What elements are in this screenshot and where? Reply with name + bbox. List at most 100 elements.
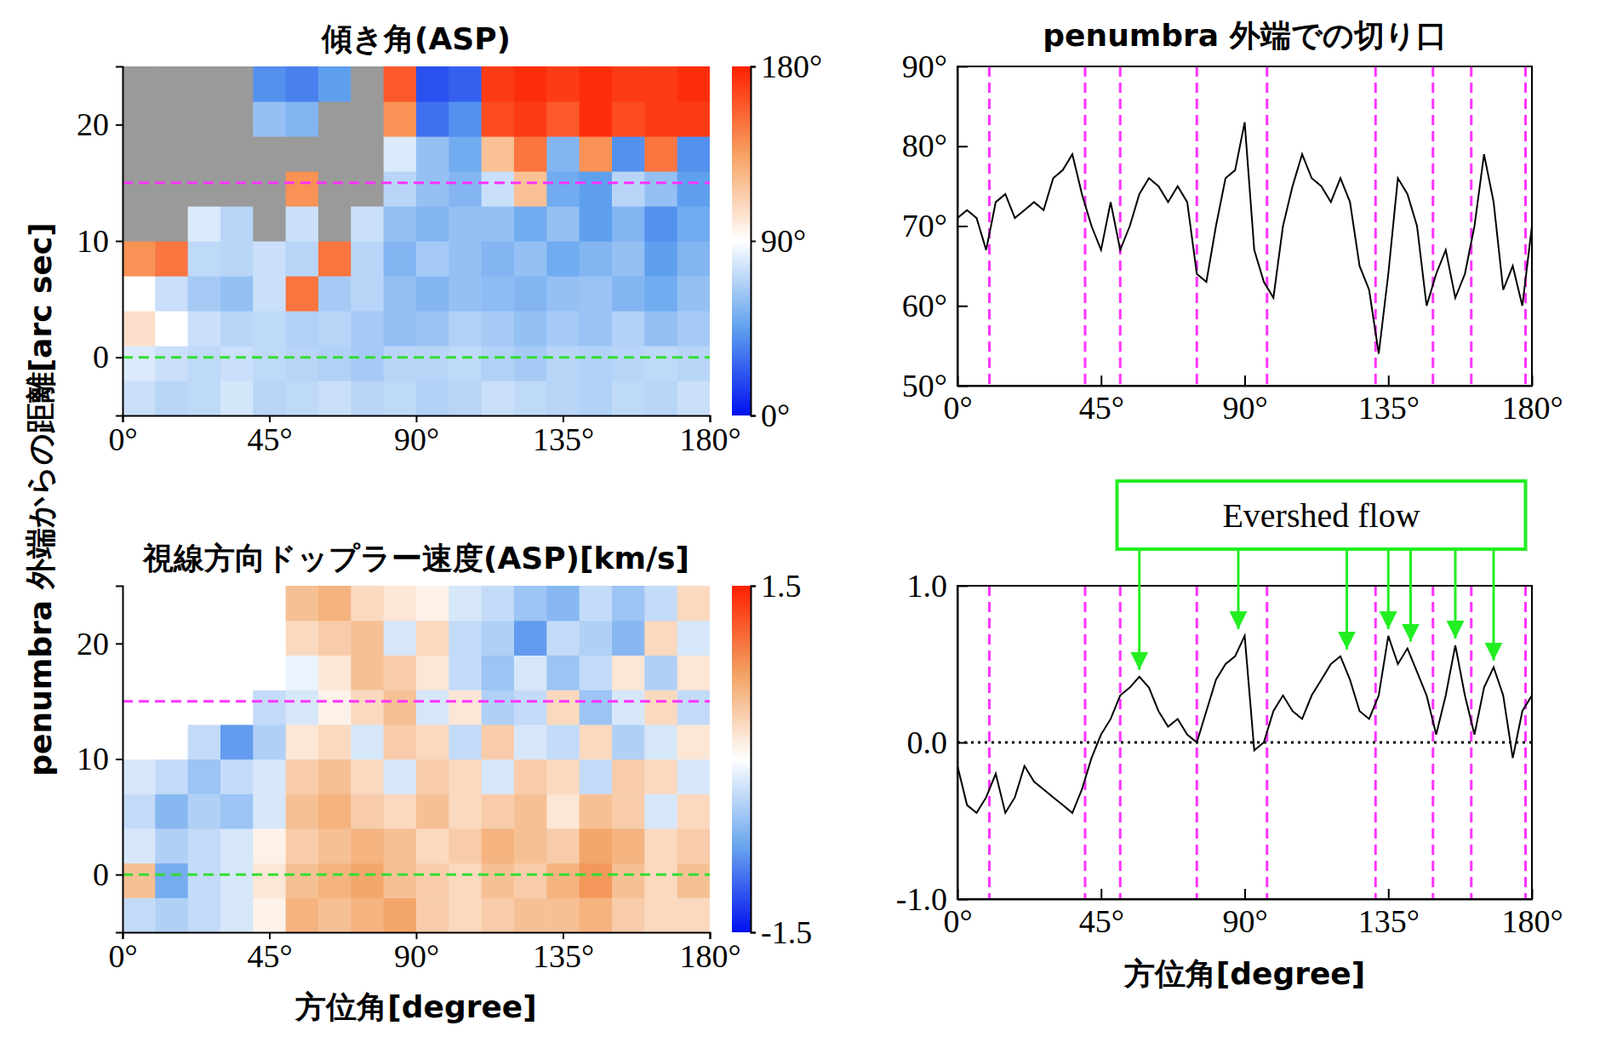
y-axis-tick-label: 0	[92, 338, 109, 375]
heatmap-cell	[416, 205, 450, 242]
heatmap-cell	[448, 724, 482, 760]
heatmap-cell	[514, 897, 548, 932]
heatmap-cell	[318, 310, 352, 347]
heatmap-cell	[579, 310, 613, 347]
y-axis-tick: 10	[76, 740, 123, 777]
heatmap-cell	[677, 66, 710, 103]
vertical-line	[1265, 66, 1269, 386]
heatmap-cell	[416, 310, 450, 347]
x-axis-tick: 135°	[1358, 375, 1420, 426]
y-axis-tick-mark	[115, 874, 123, 876]
heatmap-cell	[383, 689, 418, 725]
heatmap-cell	[350, 759, 384, 795]
x-axis-tick: 90°	[394, 931, 440, 974]
plot-frame	[957, 66, 1532, 386]
heatmap-cell	[383, 654, 418, 690]
heatmap-cell	[154, 345, 189, 382]
colorbar-axis-tick-label: 1.5	[760, 567, 802, 604]
heatmap-cell	[350, 689, 384, 725]
heatmap-cell	[252, 654, 286, 690]
heatmap-cell	[514, 205, 548, 242]
heatmap-cell	[481, 828, 515, 863]
heatmap-cell	[416, 689, 450, 725]
heatmap-cell	[350, 171, 384, 207]
heatmap-cell	[220, 689, 254, 725]
colorbar-axis-tick: 180°	[750, 48, 823, 85]
heatmap-cell	[677, 310, 710, 347]
heatmap-cell	[514, 759, 548, 795]
heatmap-cell	[154, 620, 189, 656]
heatmap-cell	[448, 205, 482, 242]
x-axis-tick-mark	[1531, 888, 1534, 899]
heatmap-cell	[154, 171, 189, 207]
x-axis-tick-label: 135°	[532, 937, 595, 974]
x-axis-tick-label: 180°	[1501, 902, 1563, 939]
heatmap-cell	[220, 345, 254, 382]
heatmap-cell	[481, 240, 515, 277]
vertical-line	[1195, 66, 1199, 386]
y-axis-tick-label: 0	[92, 856, 109, 892]
x-axis-tick: 90°	[1222, 888, 1268, 939]
heatmap-cell	[546, 897, 580, 932]
heatmap-cell	[546, 654, 580, 690]
heatmap-cell	[350, 828, 384, 863]
heatmap-cell	[448, 793, 482, 829]
heatmap-cell	[644, 793, 678, 829]
x-axis-tick-label: 0°	[942, 902, 972, 939]
heatmap-cell	[220, 205, 254, 242]
x-axis-tick: 180°	[679, 415, 741, 458]
heatmap-cell	[644, 862, 678, 898]
heatmap-cell	[188, 101, 222, 138]
heatmap-cell	[677, 275, 710, 312]
heatmap-cell	[285, 205, 320, 242]
heatmap-cell	[350, 101, 384, 138]
heatmap-cell	[350, 897, 384, 932]
heatmap-cell	[546, 724, 580, 760]
x-axis-title: 方位角[degree]	[294, 988, 537, 1024]
heatmap-cell	[285, 171, 320, 207]
heatmap-cell	[481, 101, 515, 138]
heatmap-cell	[644, 724, 678, 760]
heatmap-cell	[350, 345, 384, 382]
y-axis-tick: 20	[76, 624, 123, 661]
heatmap-cell	[677, 828, 710, 863]
colorbar-axis-tick-mark	[750, 931, 756, 934]
y-axis-tick: 20	[76, 106, 123, 143]
chart-title: 視線方向ドップラー速度(ASP)[km/s]	[142, 540, 690, 576]
heatmap-cell	[514, 862, 548, 898]
heatmap-cell	[644, 689, 678, 725]
heatmap-cell	[416, 620, 450, 656]
x-axis-tick-mark	[1388, 375, 1390, 386]
x-axis-tick-label: 180°	[679, 421, 741, 458]
heatmap-cell	[252, 793, 286, 829]
colorbar-axis-tick: 1.5	[750, 567, 802, 604]
heatmap-cell	[481, 654, 515, 690]
heatmap-cell	[154, 275, 189, 312]
annotation-arrow	[1345, 548, 1349, 650]
heatmap-cell	[318, 205, 352, 242]
colorbar-axis-tick: 0°	[750, 397, 790, 434]
heatmap-cell	[252, 759, 286, 795]
heatmap-cell	[318, 724, 352, 760]
x-axis-tick: 45°	[1079, 375, 1125, 426]
heatmap-cell	[611, 66, 646, 103]
heatmap-cell	[154, 585, 189, 621]
heatmap-cell	[188, 759, 222, 795]
heatmap-cell	[611, 380, 646, 416]
heatmap-cell	[448, 828, 482, 863]
heatmap-cell	[579, 862, 613, 898]
y-axis-line	[115, 67, 124, 417]
x-axis-tick-label: 90°	[394, 937, 440, 974]
heatmap-cell	[416, 759, 450, 795]
x-axis-tick: 0°	[108, 415, 138, 458]
heatmap-cell	[188, 205, 222, 242]
heatmap-cell	[220, 240, 254, 277]
heatmap-cell	[416, 585, 450, 621]
heatmap-cell	[383, 240, 418, 277]
colorbar-axis-line	[751, 67, 757, 417]
heatmap-cell	[318, 101, 352, 138]
x-axis-tick-label: 45°	[1079, 389, 1125, 426]
heatmap-cell	[252, 275, 286, 312]
x-axis-tick-mark	[1244, 375, 1246, 386]
heatmap-cell	[188, 345, 222, 382]
